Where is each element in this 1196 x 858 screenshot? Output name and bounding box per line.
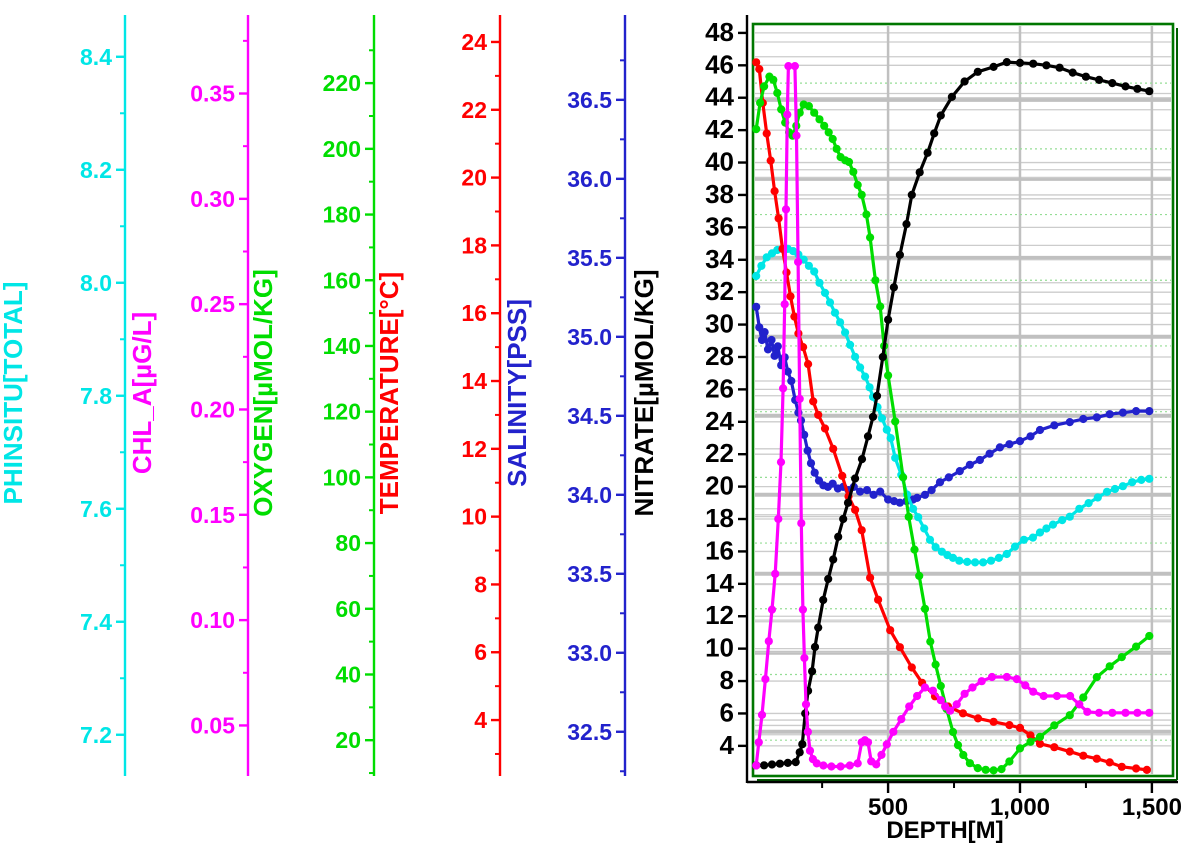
- axis-title-sal: SALINITY[PSS]: [502, 299, 532, 487]
- tick-label: 22: [705, 438, 734, 468]
- tick-label: 22: [461, 97, 487, 123]
- tick-label: 44: [705, 82, 734, 112]
- tick-label: 10: [705, 633, 734, 663]
- tick-label: 34: [705, 244, 734, 274]
- tick-label: 34.5: [567, 403, 612, 429]
- tick-label: 7.6: [80, 496, 112, 522]
- tick-label: 38: [705, 179, 734, 209]
- tick-label: 12: [461, 436, 487, 462]
- y-axis-chl: 0.05 0.10 0.15 0.20 0.25 0.30 0.35 CHL_A[µG/L]: [127, 15, 250, 776]
- tick-label: 24: [705, 406, 734, 436]
- tick-label: 48: [705, 17, 734, 47]
- tick-label: 18: [461, 232, 487, 258]
- tick-label: 32.5: [567, 719, 612, 745]
- tick-label: 8.0: [80, 270, 112, 296]
- tick-label: 0.20: [190, 396, 235, 422]
- tick-label: 40: [335, 661, 361, 687]
- tick-label: 36: [705, 211, 734, 241]
- tick-label: 14: [461, 368, 487, 394]
- tick-label: 120: [323, 399, 361, 425]
- y-axis-nit: 4681012141618202224262830323436384042444…: [629, 15, 749, 783]
- tick-label: 160: [323, 267, 361, 293]
- tick-label: 6: [474, 639, 487, 665]
- tick-label: 34.0: [567, 482, 612, 508]
- axis-title-nit: NITRATE[µMOL/KG]: [629, 269, 659, 516]
- tick-label: 220: [323, 70, 361, 96]
- tick-label: 35.0: [567, 324, 612, 350]
- tick-label: 0.10: [190, 607, 235, 633]
- x-axis: 500 1,000 1,500 DEPTH[M]: [747, 780, 1182, 844]
- tick-label: 180: [323, 202, 361, 228]
- tick-label: 30: [705, 309, 734, 339]
- tick-label: 200: [323, 136, 361, 162]
- tick-label: 4: [474, 707, 487, 733]
- tick-label: 18: [705, 503, 734, 533]
- x-tick-label: 1,500: [1122, 794, 1182, 821]
- axis-title-chl: CHL_A[µG/L]: [127, 312, 157, 474]
- plot-frame: [751, 22, 1178, 781]
- tick-label: 6: [720, 697, 734, 727]
- tick-label: 40: [705, 147, 734, 177]
- tick-label: 80: [335, 530, 361, 556]
- tick-label: 32: [705, 276, 734, 306]
- tick-label: 10: [461, 504, 487, 530]
- tick-label: 100: [323, 464, 361, 490]
- y-axis-temp: 4 6 8 10 12 14 16 18 20 22 24 TEMPERATURE[°C]: [374, 15, 502, 776]
- tick-label: 8: [720, 665, 734, 695]
- tick-label: 33.0: [567, 640, 612, 666]
- tick-label: 4: [720, 730, 735, 760]
- tick-label: 20: [335, 727, 361, 753]
- tick-label: 60: [335, 596, 361, 622]
- tick-label: 8: [474, 571, 487, 597]
- tick-label: 0.15: [190, 502, 235, 528]
- tick-label: 24: [461, 29, 487, 55]
- tick-label: 12: [705, 600, 734, 630]
- tick-label: 36.0: [567, 166, 612, 192]
- tick-label: 0.25: [190, 291, 235, 317]
- tick-label: 28: [705, 341, 734, 371]
- series-CHL_A: [752, 62, 1154, 771]
- tick-label: 0.05: [190, 712, 235, 738]
- tick-label: 36.5: [567, 87, 612, 113]
- tick-label: 26: [705, 373, 734, 403]
- tick-label: 140: [323, 333, 361, 359]
- tick-label: 0.30: [190, 186, 235, 212]
- tick-label: 16: [705, 535, 734, 565]
- tick-label: 7.4: [80, 609, 112, 635]
- tick-label: 35.5: [567, 245, 612, 271]
- tick-label: 42: [705, 114, 734, 144]
- tick-label: 7.2: [80, 722, 112, 748]
- y-axis-oxy: 20 40 60 80 100 120 140 160 180 200 220 OXYGEN[µMOL…: [248, 15, 376, 776]
- y-axis-sal: 32.5 33.0 33.5 34.0 34.5 35.0 35.5 36.0 36.5 SALI…: [502, 15, 627, 776]
- tick-label: 16: [461, 300, 487, 326]
- tick-label: 0.35: [190, 81, 235, 107]
- axis-title-oxy: OXYGEN[µMOL/KG]: [248, 269, 278, 517]
- tick-label: 33.5: [567, 561, 612, 587]
- tick-label: 8.2: [80, 157, 112, 183]
- x-tick-label: 1,000: [990, 794, 1050, 821]
- series-PHINSITU: [752, 244, 1154, 567]
- axis-title-temp: TEMPERATURE[°C]: [374, 272, 404, 514]
- tick-label: 46: [705, 49, 734, 79]
- tick-label: 7.8: [80, 383, 112, 409]
- tick-label: 20: [461, 165, 487, 191]
- tick-label: 20: [705, 471, 734, 501]
- x-axis-title: DEPTH[M]: [886, 817, 1003, 844]
- axis-title-ph: PHINSITU[TOTAL]: [0, 282, 28, 505]
- x-tick-label: 500: [868, 794, 908, 821]
- y-axis-ph: 7.2 7.4 7.6 7.8 8.0 8.2 8.4 PHINSITU[TOTAL]: [0, 15, 127, 776]
- tick-label: 14: [705, 568, 734, 598]
- tick-label: 8.4: [80, 44, 112, 70]
